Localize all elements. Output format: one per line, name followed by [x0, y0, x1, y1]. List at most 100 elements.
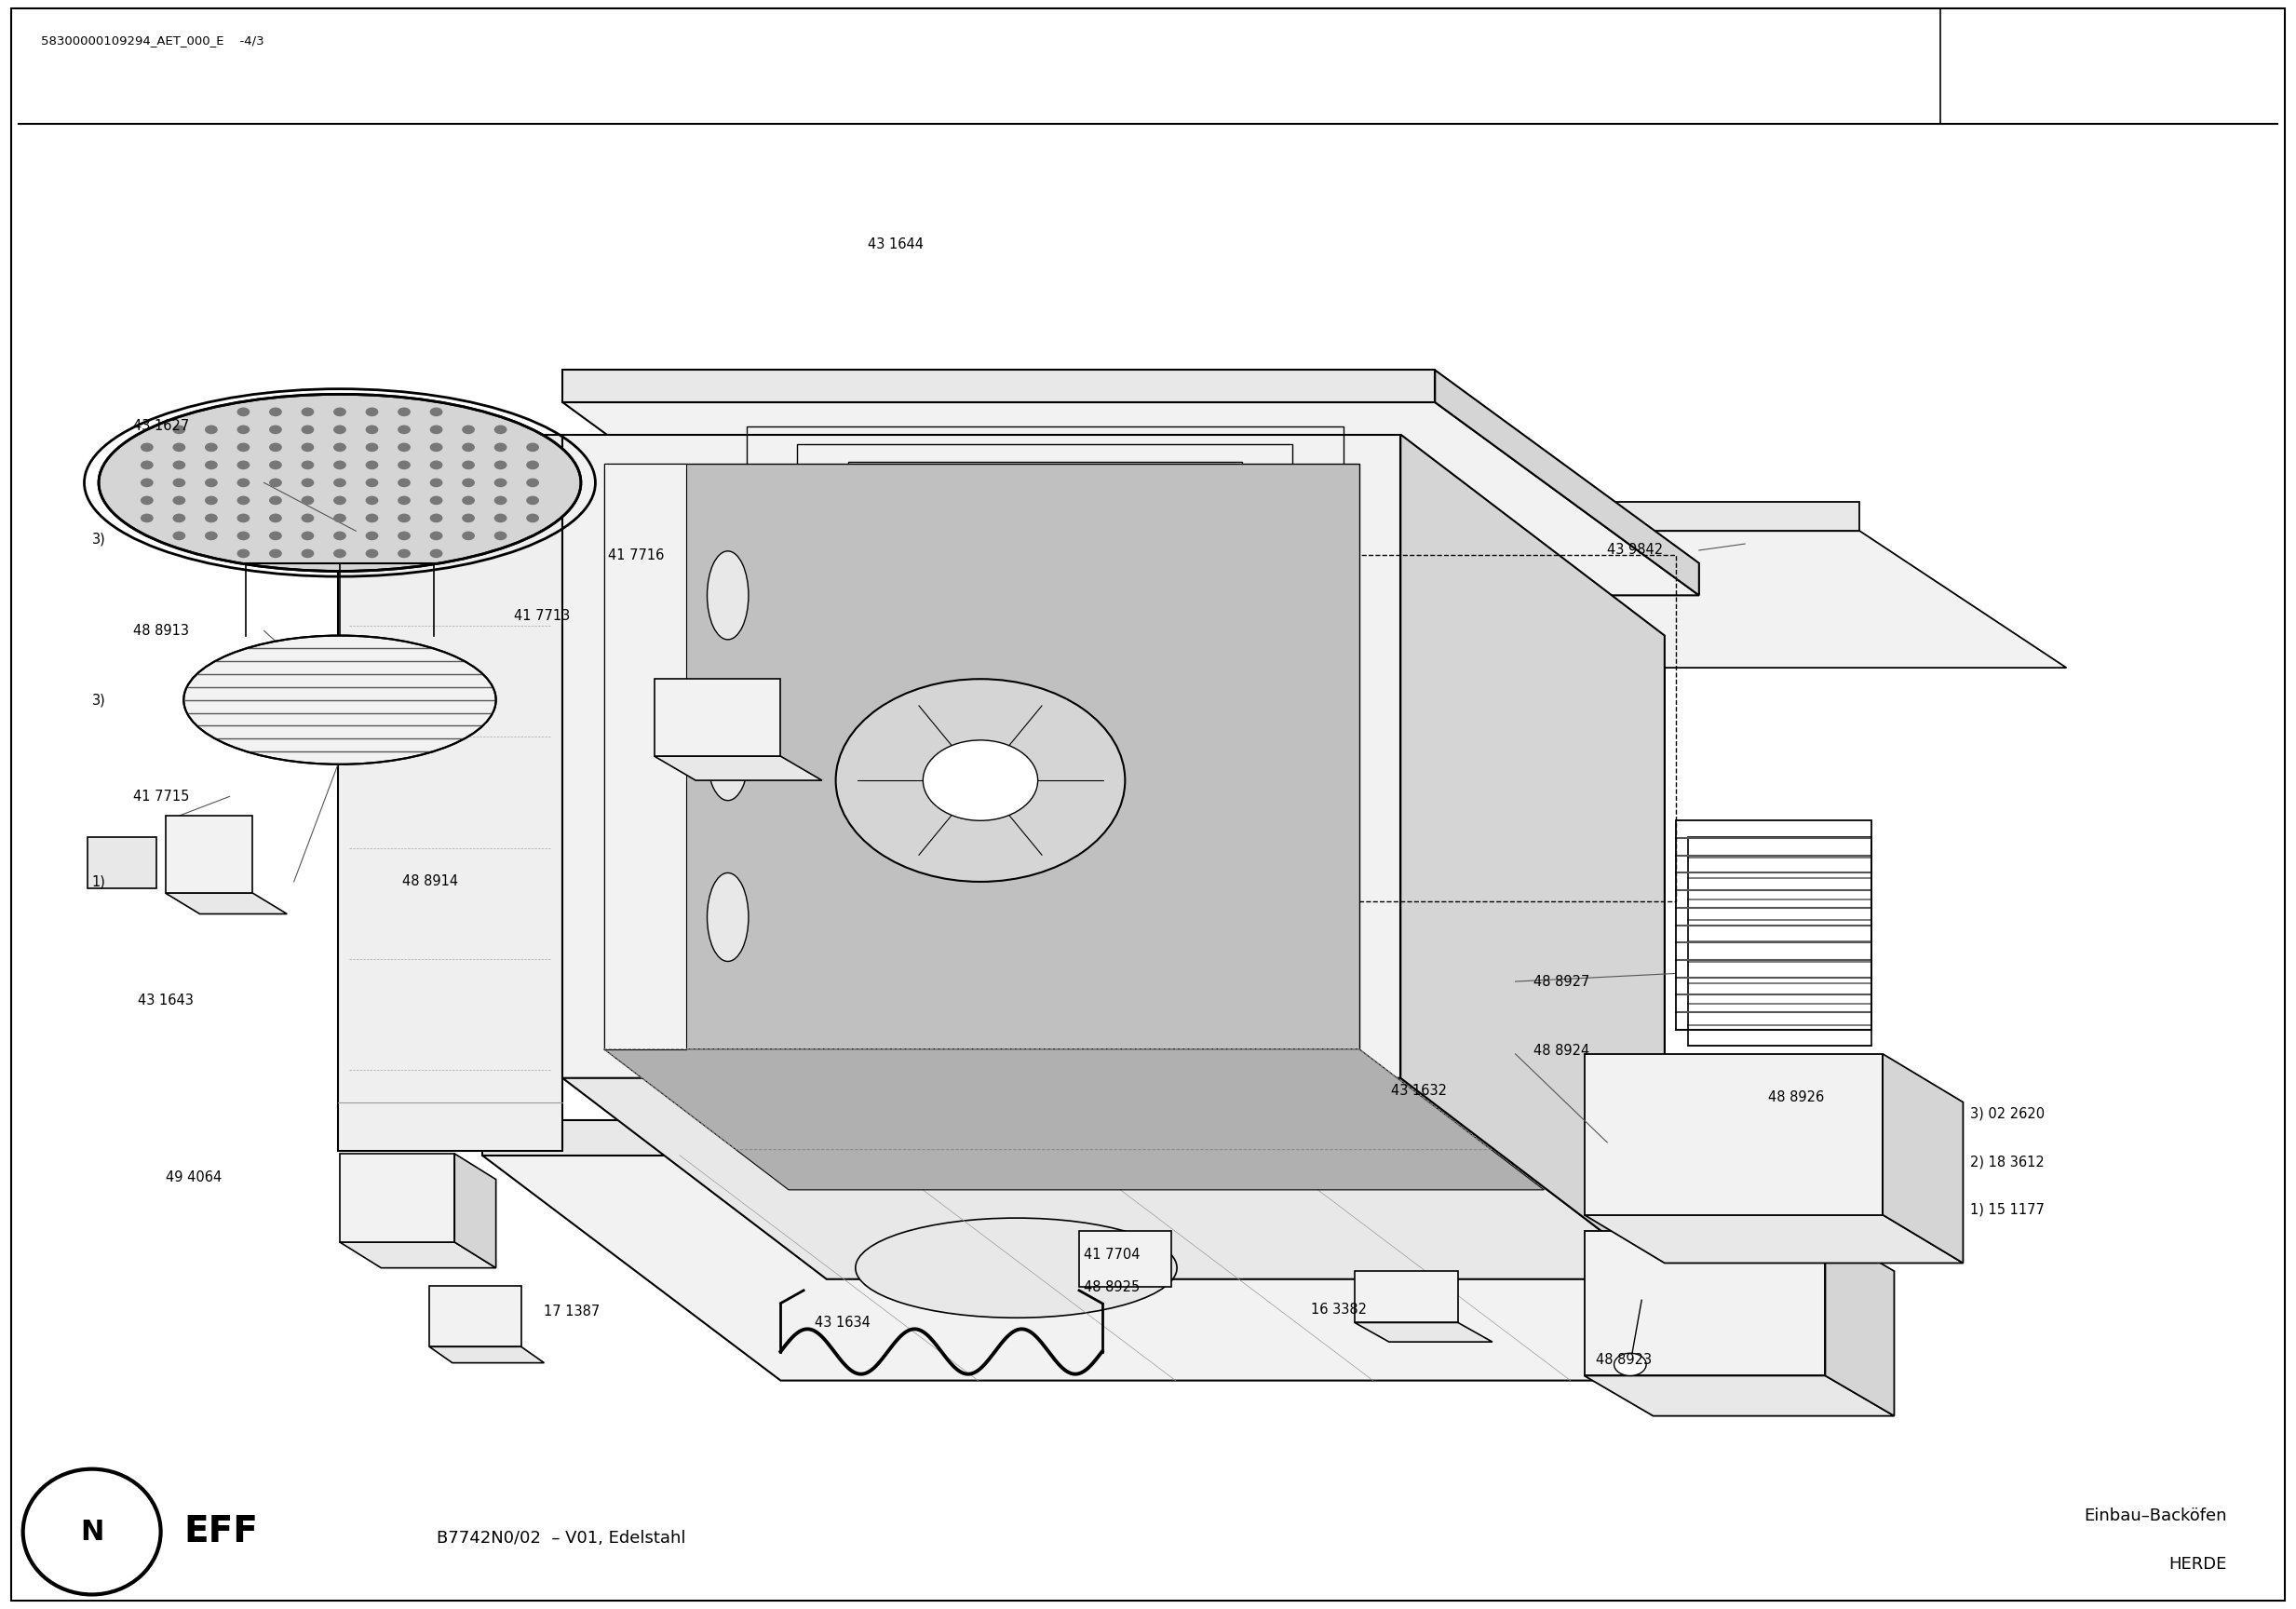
- Circle shape: [397, 478, 411, 488]
- Text: 48 8923: 48 8923: [1596, 1353, 1651, 1366]
- Circle shape: [172, 425, 186, 434]
- Text: 43 1634: 43 1634: [815, 1316, 870, 1329]
- Circle shape: [429, 425, 443, 434]
- Text: 43 9842: 43 9842: [1607, 544, 1662, 557]
- Circle shape: [494, 531, 507, 541]
- Circle shape: [172, 513, 186, 523]
- Circle shape: [1614, 1353, 1646, 1376]
- Ellipse shape: [707, 872, 748, 961]
- Circle shape: [172, 442, 186, 452]
- Circle shape: [333, 442, 347, 452]
- Circle shape: [494, 496, 507, 505]
- Circle shape: [172, 531, 186, 541]
- Circle shape: [429, 549, 443, 558]
- Circle shape: [236, 407, 250, 417]
- Bar: [1688, 837, 1871, 1046]
- Circle shape: [526, 496, 540, 505]
- Circle shape: [140, 478, 154, 488]
- Circle shape: [140, 513, 154, 523]
- Circle shape: [333, 496, 347, 505]
- Circle shape: [301, 478, 315, 488]
- Text: HERDE: HERDE: [2170, 1556, 2227, 1572]
- Circle shape: [526, 513, 540, 523]
- Circle shape: [397, 425, 411, 434]
- Circle shape: [236, 513, 250, 523]
- Circle shape: [494, 478, 507, 488]
- Text: 41 7715: 41 7715: [133, 790, 188, 803]
- Text: 3): 3): [92, 533, 106, 545]
- Circle shape: [494, 460, 507, 470]
- Circle shape: [461, 425, 475, 434]
- Polygon shape: [1584, 1376, 1894, 1416]
- Circle shape: [333, 460, 347, 470]
- Polygon shape: [1825, 1231, 1894, 1416]
- Polygon shape: [563, 370, 1435, 402]
- Text: 17 1387: 17 1387: [544, 1305, 599, 1318]
- Circle shape: [429, 531, 443, 541]
- Polygon shape: [429, 1347, 544, 1363]
- Polygon shape: [563, 434, 1401, 1078]
- Circle shape: [365, 478, 379, 488]
- Text: 43 1643: 43 1643: [138, 994, 193, 1007]
- Circle shape: [429, 513, 443, 523]
- Circle shape: [333, 531, 347, 541]
- Circle shape: [140, 460, 154, 470]
- Circle shape: [333, 549, 347, 558]
- Circle shape: [204, 460, 218, 470]
- Circle shape: [204, 478, 218, 488]
- Circle shape: [429, 460, 443, 470]
- Circle shape: [429, 496, 443, 505]
- Polygon shape: [563, 1078, 1665, 1279]
- Bar: [1079, 1231, 1171, 1287]
- Circle shape: [172, 496, 186, 505]
- Circle shape: [397, 407, 411, 417]
- Polygon shape: [482, 1120, 1469, 1155]
- Circle shape: [236, 478, 250, 488]
- Polygon shape: [1435, 370, 1699, 595]
- Ellipse shape: [99, 394, 581, 571]
- Circle shape: [526, 460, 540, 470]
- Text: 48 8926: 48 8926: [1768, 1091, 1823, 1104]
- Ellipse shape: [23, 1469, 161, 1595]
- Circle shape: [269, 513, 282, 523]
- Circle shape: [236, 496, 250, 505]
- Circle shape: [397, 549, 411, 558]
- Polygon shape: [604, 463, 687, 1049]
- Circle shape: [429, 442, 443, 452]
- Bar: [87, 837, 156, 888]
- Text: 48 8913: 48 8913: [133, 624, 188, 637]
- Circle shape: [301, 531, 315, 541]
- Circle shape: [204, 513, 218, 523]
- Text: N: N: [80, 1519, 103, 1545]
- Circle shape: [301, 407, 315, 417]
- Polygon shape: [1401, 434, 1665, 1279]
- Text: 43 1627: 43 1627: [133, 420, 188, 433]
- Text: 48 8924: 48 8924: [1534, 1044, 1589, 1057]
- Text: 48 8914: 48 8914: [402, 875, 457, 888]
- Text: 3) 02 2620: 3) 02 2620: [1970, 1107, 2043, 1120]
- Text: 41 7716: 41 7716: [608, 549, 664, 562]
- Circle shape: [333, 425, 347, 434]
- Circle shape: [461, 460, 475, 470]
- Circle shape: [204, 496, 218, 505]
- Polygon shape: [604, 1049, 1543, 1189]
- Circle shape: [269, 442, 282, 452]
- Circle shape: [301, 496, 315, 505]
- Circle shape: [365, 531, 379, 541]
- Text: EFF: EFF: [184, 1514, 257, 1549]
- Circle shape: [461, 442, 475, 452]
- Circle shape: [204, 531, 218, 541]
- Circle shape: [397, 513, 411, 523]
- Circle shape: [333, 478, 347, 488]
- Circle shape: [269, 549, 282, 558]
- Text: 3): 3): [92, 693, 106, 706]
- Circle shape: [333, 407, 347, 417]
- Circle shape: [429, 407, 443, 417]
- Text: 1) 15 1177: 1) 15 1177: [1970, 1204, 2043, 1216]
- Polygon shape: [340, 1242, 496, 1268]
- Polygon shape: [563, 402, 1699, 595]
- Circle shape: [461, 513, 475, 523]
- Circle shape: [333, 513, 347, 523]
- Polygon shape: [1584, 1215, 1963, 1263]
- Polygon shape: [1883, 1054, 1963, 1263]
